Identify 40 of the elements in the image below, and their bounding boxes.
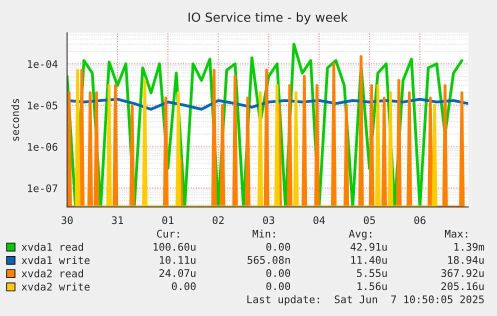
text: Last update: Sat Jun 7 10:50:05 2025 (247, 295, 484, 306)
x-tick-label: 05 (364, 216, 375, 224)
y-tick-label: 1e-05 (28, 102, 58, 110)
y-tick-label: 1e-06 (28, 142, 58, 151)
text: 42.91u (350, 242, 387, 251)
text: 1.56u (358, 282, 387, 290)
legend-label: xvda2 read (22, 269, 83, 278)
text: 565.08n (248, 256, 290, 264)
x-tick-label: 30 (62, 216, 73, 224)
x-tick-label: 06 (414, 216, 426, 224)
text: 0.00 (172, 282, 196, 290)
text: 100.60u (154, 242, 196, 251)
legend-label: xvda2 write (22, 282, 90, 291)
line-series (74, 68, 438, 207)
text: 0.00 (266, 269, 290, 278)
y-axis-title: seconds (11, 99, 20, 141)
text: 11.40u (351, 256, 387, 264)
text: Min: (252, 230, 275, 238)
legend-label: xvda1 write (22, 256, 90, 264)
text: 205.16u (441, 282, 484, 290)
text: 10.11u (160, 256, 196, 264)
text: 5.55u (357, 269, 387, 278)
text: 0.00 (266, 282, 290, 290)
text: 367.92u (441, 269, 484, 278)
x-tick-label: 02 (212, 216, 224, 224)
text: Avg: (348, 230, 372, 240)
x-tick-label: 01 (162, 216, 174, 224)
x-tick-label: 31 (112, 216, 124, 224)
x-tick-label: 03 (263, 216, 274, 224)
x-tick-label: 04 (313, 216, 325, 224)
text: 0.00 (266, 242, 290, 251)
text: 24.07u (159, 269, 196, 278)
legend-label: xvda1 read (22, 242, 83, 251)
y-tick-label: 1e-07 (28, 184, 58, 192)
text: 1.39m (454, 242, 484, 251)
chart-title: IO Service time - by week (188, 12, 348, 24)
text: Cur: (157, 230, 179, 238)
y-tick-label: 1e-04 (28, 60, 58, 68)
text: Max: (445, 230, 468, 238)
text: 18.94u (448, 256, 484, 264)
